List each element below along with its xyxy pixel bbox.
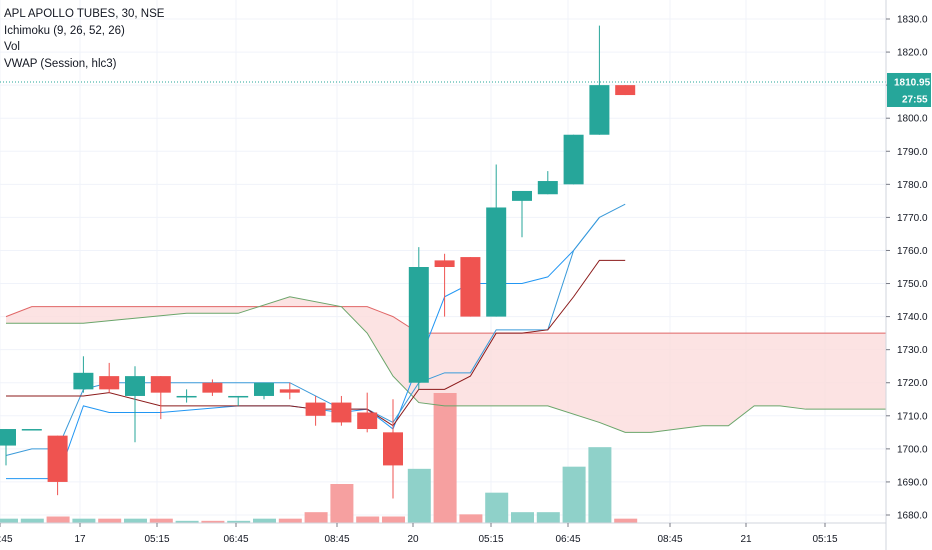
countdown-label: 27:55 bbox=[902, 94, 928, 105]
candle-body[interactable] bbox=[0, 429, 16, 446]
leading-span-b-line bbox=[6, 296, 886, 433]
candle-body[interactable] bbox=[460, 257, 481, 317]
leading-span-a-line bbox=[5, 306, 886, 334]
volume-bar bbox=[278, 518, 302, 523]
volume-bar bbox=[562, 466, 586, 523]
volume-bar bbox=[356, 516, 380, 523]
volume-bar bbox=[330, 484, 354, 523]
volume-bar bbox=[72, 518, 96, 523]
time-tick-label: 20 bbox=[407, 534, 419, 545]
candlesticks[interactable] bbox=[0, 25, 636, 499]
time-tick-label: 17 bbox=[74, 534, 86, 545]
grid-lines bbox=[0, 0, 886, 523]
candle-body[interactable] bbox=[537, 181, 558, 195]
price-tick-label: 1710.0 bbox=[897, 411, 928, 422]
time-tick-label: 06:45 bbox=[223, 534, 248, 545]
volume-bar bbox=[253, 518, 276, 523]
time-tick-label: 06:45 bbox=[555, 534, 580, 545]
time-axis[interactable]: 08:45 17 05:15 06:45 08:45 20 05:15 06:45 08:45 2… bbox=[0, 522, 886, 545]
volume-bar bbox=[382, 516, 405, 523]
candle-body[interactable] bbox=[176, 395, 197, 398]
candle-body[interactable] bbox=[305, 402, 326, 416]
price-tick-label: 1770.0 bbox=[897, 213, 928, 224]
volume-bar bbox=[20, 518, 44, 523]
volume-bar bbox=[98, 518, 122, 523]
candle-body[interactable] bbox=[202, 382, 223, 393]
volume-bar bbox=[304, 512, 328, 523]
price-tick-label: 1800.0 bbox=[897, 114, 928, 125]
price-tick-label: 1680.0 bbox=[897, 511, 928, 522]
volume-bar bbox=[201, 520, 225, 523]
symbol-title[interactable]: APL APOLLO TUBES, 30, NSE bbox=[4, 8, 165, 20]
candle-body[interactable] bbox=[434, 260, 455, 267]
candle-body[interactable] bbox=[615, 85, 636, 96]
volume-bar bbox=[175, 520, 199, 523]
volume-bar bbox=[433, 393, 457, 523]
lagging-span-line bbox=[6, 217, 600, 480]
price-tick-label: 1740.0 bbox=[897, 312, 928, 323]
candle-body[interactable] bbox=[73, 372, 94, 390]
candle-body[interactable] bbox=[125, 376, 145, 396]
time-tick-label: 05:15 bbox=[812, 534, 837, 545]
price-tick-label: 1690.0 bbox=[897, 477, 928, 488]
volume-bar bbox=[227, 520, 251, 523]
candle-body[interactable] bbox=[99, 376, 120, 390]
volume-legend[interactable]: Vol bbox=[4, 41, 20, 53]
candle-body[interactable] bbox=[21, 429, 42, 431]
price-tick-label: 1700.0 bbox=[897, 444, 928, 455]
candle-body[interactable] bbox=[150, 376, 171, 393]
price-tick-label: 1750.0 bbox=[897, 279, 928, 290]
time-tick-label: 05:15 bbox=[478, 534, 503, 545]
last-price-label: 1810.95 bbox=[894, 77, 931, 88]
price-tick-label: 1790.0 bbox=[897, 147, 928, 158]
time-tick-label: 08:45 bbox=[324, 534, 349, 545]
volume-bar bbox=[588, 447, 612, 523]
volume-bar bbox=[614, 518, 638, 523]
chart-legend: APL APOLLO TUBES, 30, NSE Ichimoku (9, 2… bbox=[4, 6, 164, 72]
volume-bar bbox=[124, 518, 147, 523]
cloud-fill bbox=[6, 296, 886, 433]
volume-bar bbox=[46, 516, 70, 523]
vwap-legend[interactable]: VWAP (Session, hlc3) bbox=[4, 57, 117, 70]
time-tick-label: 08:45 bbox=[657, 534, 682, 545]
price-tick-label: 1720.0 bbox=[897, 378, 928, 389]
candle-body[interactable] bbox=[589, 85, 610, 135]
last-price-tag-bg bbox=[887, 72, 931, 90]
candle-body[interactable] bbox=[512, 190, 532, 201]
volume-bar bbox=[485, 492, 509, 523]
candle-body[interactable] bbox=[486, 207, 507, 317]
candle-body[interactable] bbox=[357, 412, 378, 430]
candle-body[interactable] bbox=[228, 395, 249, 398]
last-price-tag: 1810.95 27:55 bbox=[887, 72, 931, 107]
price-tick-label: 1730.0 bbox=[897, 345, 928, 356]
volume-bar bbox=[459, 514, 483, 523]
volume-bars bbox=[0, 393, 638, 523]
candle-body[interactable] bbox=[279, 389, 300, 393]
time-tick-label: 21 bbox=[740, 534, 752, 545]
base-line bbox=[6, 259, 626, 427]
time-tick-label: 05:15 bbox=[144, 534, 169, 545]
candle-body[interactable] bbox=[254, 382, 274, 396]
countdown-tag-bg bbox=[887, 89, 931, 107]
candle-body[interactable] bbox=[563, 134, 584, 185]
candle-body[interactable] bbox=[408, 267, 429, 383]
price-tick-label: 1780.0 bbox=[897, 180, 928, 191]
price-tick-label: 1830.0 bbox=[897, 15, 928, 26]
price-tick-label: 1820.0 bbox=[897, 48, 928, 59]
candle-body[interactable] bbox=[331, 402, 352, 423]
volume-bar bbox=[0, 518, 18, 523]
volume-bar bbox=[407, 468, 431, 523]
volume-bar bbox=[149, 518, 173, 523]
volume-bar bbox=[511, 512, 534, 523]
candle-body[interactable] bbox=[383, 432, 403, 466]
candle-body[interactable] bbox=[47, 435, 68, 482]
volume-bar bbox=[536, 512, 560, 523]
time-tick-label: 08:45 bbox=[0, 534, 13, 545]
ichimoku-cloud bbox=[6, 296, 886, 433]
price-tick-label: 1760.0 bbox=[897, 246, 928, 257]
ichimoku-legend[interactable]: Ichimoku (9, 26, 52, 26) bbox=[4, 24, 125, 37]
